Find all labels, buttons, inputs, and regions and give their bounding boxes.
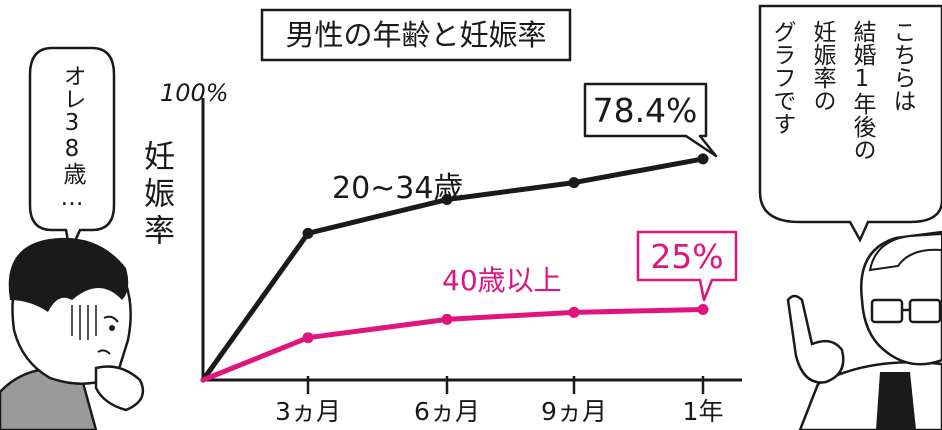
series-1-point-2 [441, 313, 453, 325]
series-layer [200, 153, 709, 383]
callout-25: 25% [636, 230, 738, 302]
series-0-point-1 [302, 227, 314, 239]
x-tick-label-3: 1年 [683, 397, 724, 426]
x-tick-label-0: 3ヵ月 [275, 397, 341, 426]
y-max-label: 100% [160, 79, 229, 107]
chart-title-box: 男性の年齢と妊娠率 [260, 8, 572, 62]
y-axis-label: 妊娠率 [138, 140, 174, 251]
series-0-point-2 [441, 194, 453, 206]
chart-axes [201, 98, 742, 382]
series-1-point-3 [568, 306, 580, 318]
chart-title: 男性の年齢と妊娠率 [285, 18, 546, 52]
end-label-25: 25% [650, 237, 723, 276]
right-speech-col4: グラフです [769, 20, 796, 135]
series-1-point-4 [697, 304, 709, 315]
x-ticks [306, 376, 705, 394]
worried-man-figure [0, 237, 145, 430]
x-tick-label-2: 9ヵ月 [541, 397, 607, 426]
x-tick-labels: 3ヵ月 6ヵ月 9ヵ月 1年 [275, 397, 723, 426]
right-speech-col1: こちらは [889, 20, 915, 112]
left-speech-text: オレ38歳… [59, 64, 87, 211]
series-1-point-1 [302, 332, 314, 344]
right-speech-col2: 結婚1年後の [849, 20, 877, 161]
doctor-figure [786, 230, 942, 430]
series-label-40-plus: 40歳以上 [442, 264, 562, 297]
callout-78-4: 78.4% [583, 82, 718, 158]
left-speech-bubble: オレ38歳… [28, 46, 116, 257]
x-tick-label-1: 6ヵ月 [414, 397, 480, 426]
series-0-point-4 [697, 153, 709, 165]
series-0-point-3 [568, 177, 580, 189]
series-line-1 [200, 307, 706, 383]
right-speech-col3: 妊娠率の [809, 20, 837, 112]
series-label-20-34: 20~34歳 [332, 171, 463, 206]
right-speech-bubble: こちらは 結婚1年後の 妊娠率の グラフです [758, 4, 942, 243]
end-label-78-4: 78.4% [593, 91, 698, 130]
